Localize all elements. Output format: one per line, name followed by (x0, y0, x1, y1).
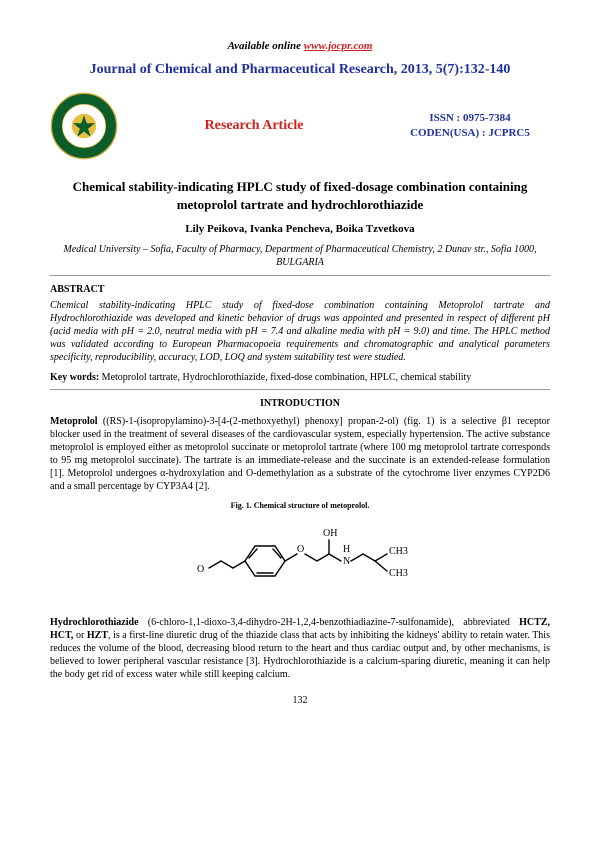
page-number: 132 (50, 695, 550, 706)
issn-line: ISSN : 0975-7384 (390, 111, 550, 126)
affiliation: Medical University – Sofia, Faculty of P… (50, 243, 550, 269)
figure-1-caption: Fig. 1. Chemical structure of metoprolol… (50, 501, 550, 510)
divider-after-keywords (50, 389, 550, 390)
paper-title: Chemical stability-indicating HPLC study… (50, 178, 550, 213)
available-prefix: Available online (228, 40, 304, 52)
journal-title: Journal of Chemical and Pharmaceutical R… (50, 62, 550, 78)
intro-para-2: Hydrochlorothiazide (6-chloro-1,1-dioxo-… (50, 616, 550, 681)
hctz-or: or (73, 630, 86, 641)
mol-ch3b: CH3 (389, 568, 408, 579)
available-online-line: Available online www.jocpr.com (50, 40, 550, 52)
header-row: Research Article ISSN : 0975-7384 CODEN(… (50, 92, 550, 160)
metoprolol-term: Metoprolol (50, 416, 98, 427)
metoprolol-structure: O O OH N H CH3 CH3 (175, 516, 425, 606)
abstract-body: Chemical stability-indicating HPLC study… (50, 299, 550, 364)
mol-ch3a: CH3 (389, 546, 408, 557)
mol-h: H (343, 544, 350, 555)
coden-line: CODEN(USA) : JCPRC5 (390, 126, 550, 141)
mol-o-chain: O (197, 564, 204, 575)
intro-para1-body: ((RS)-1-(isopropylamino)-3-[4-(2-methoxy… (50, 416, 550, 492)
hctz-term: Hydrochlorothiazide (50, 617, 139, 628)
mol-oh: OH (323, 528, 337, 539)
keywords-line: Key words: Metoprolol tartrate, Hydrochl… (50, 372, 550, 383)
journal-url-link[interactable]: www.jocpr.com (304, 40, 373, 52)
mol-o-ring: O (297, 544, 304, 555)
keywords-label: Key words: (50, 372, 99, 383)
hctz-abbr2: HZT (87, 630, 108, 641)
page: Available online www.jocpr.com Journal o… (0, 0, 600, 726)
research-article-label: Research Article (118, 118, 390, 134)
mol-n: N (343, 556, 350, 567)
authors-line: Lily Peikova, Ivanka Pencheva, Boika Tzv… (50, 223, 550, 235)
keywords-text: Metoprolol tartrate, Hydrochlorothiazide… (99, 372, 471, 383)
abstract-head: ABSTRACT (50, 284, 550, 295)
issn-block: ISSN : 0975-7384 CODEN(USA) : JCPRC5 (390, 111, 550, 141)
journal-logo (50, 92, 118, 160)
divider-top (50, 275, 550, 276)
intro-para-1: Metoprolol ((RS)-1-(isopropylamino)-3-[4… (50, 415, 550, 493)
introduction-head: INTRODUCTION (50, 398, 550, 409)
hctz-mid: (6-chloro-1,1-dioxo-3,4-dihydro-2H-1,2,4… (139, 617, 520, 628)
hctz-body: , is a first-line diuretic drug of the t… (50, 630, 550, 680)
